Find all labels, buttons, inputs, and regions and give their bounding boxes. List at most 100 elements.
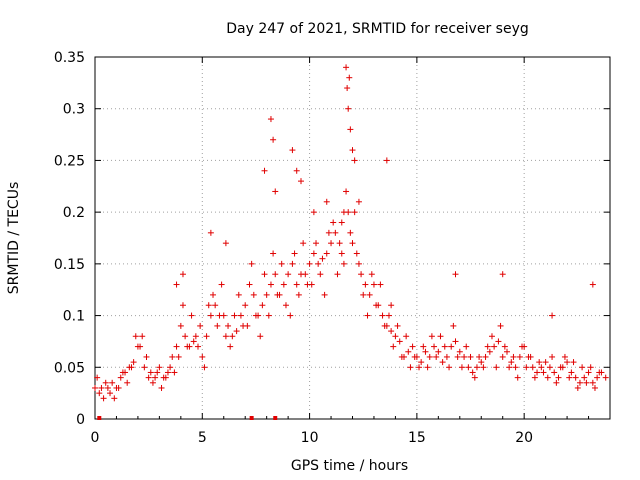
- data-point: [458, 364, 465, 371]
- y-tick-label: 0.15: [54, 257, 85, 273]
- data-point: [164, 369, 171, 376]
- data-point: [416, 364, 423, 371]
- data-point: [203, 333, 210, 340]
- data-point: [422, 348, 429, 355]
- data-point: [542, 359, 549, 366]
- data-point: [531, 374, 538, 381]
- data-points: [92, 64, 609, 420]
- data-point: [259, 302, 266, 309]
- x-tick-label: 0: [91, 430, 100, 446]
- data-point: [499, 353, 506, 360]
- data-point: [536, 359, 543, 366]
- data-point: [431, 343, 438, 350]
- data-point: [467, 353, 474, 360]
- data-point: [381, 322, 388, 329]
- data-point: [252, 312, 259, 319]
- x-tick-label: 20: [515, 430, 533, 446]
- data-point: [368, 271, 375, 278]
- data-point: [263, 291, 270, 298]
- data-point: [222, 240, 229, 247]
- data-point: [358, 271, 365, 278]
- data-point: [345, 105, 352, 112]
- data-point: [149, 379, 156, 386]
- data-point: [197, 322, 204, 329]
- data-point: [441, 343, 448, 350]
- data-point: [370, 281, 377, 288]
- data-point: [471, 374, 478, 381]
- data-point: [222, 333, 229, 340]
- y-tick-label: 0.05: [54, 360, 85, 376]
- data-point: [555, 374, 562, 381]
- data-point: [128, 364, 135, 371]
- data-point: [94, 374, 101, 381]
- data-point: [111, 395, 118, 402]
- data-point: [173, 343, 180, 350]
- data-point: [585, 369, 592, 376]
- data-point: [581, 374, 588, 381]
- data-point: [278, 260, 285, 267]
- data-point: [272, 188, 279, 195]
- data-point: [242, 302, 249, 309]
- data-point: [218, 281, 225, 288]
- data-point: [96, 390, 103, 397]
- data-point: [379, 312, 386, 319]
- data-point: [551, 369, 558, 376]
- data-point: [336, 240, 343, 247]
- data-point: [246, 281, 253, 288]
- data-point: [583, 379, 590, 386]
- data-point: [549, 312, 556, 319]
- data-point: [272, 271, 279, 278]
- data-point: [315, 260, 322, 267]
- data-point: [426, 353, 433, 360]
- data-point: [212, 302, 219, 309]
- data-point: [152, 374, 159, 381]
- data-point: [469, 369, 476, 376]
- data-point: [529, 364, 536, 371]
- x-axis-label: GPS time / hours: [291, 458, 408, 474]
- y-tick-label: 0.25: [54, 153, 85, 169]
- data-point: [351, 209, 358, 216]
- data-point: [265, 312, 272, 319]
- data-point: [488, 333, 495, 340]
- data-point: [420, 343, 427, 350]
- data-point: [323, 250, 330, 257]
- data-point: [572, 374, 579, 381]
- data-point: [141, 364, 148, 371]
- data-point: [452, 271, 459, 278]
- data-point: [261, 167, 268, 174]
- data-point: [355, 198, 362, 205]
- data-point: [411, 353, 418, 360]
- data-point: [104, 384, 111, 391]
- data-point: [235, 291, 242, 298]
- data-point: [478, 359, 485, 366]
- data-point: [267, 116, 274, 123]
- data-point: [443, 353, 450, 360]
- data-point: [175, 353, 182, 360]
- x-tick-label: 10: [301, 430, 319, 446]
- data-point: [298, 178, 304, 185]
- data-point: [267, 281, 274, 288]
- data-point: [248, 260, 255, 267]
- y-tick-label: 0: [76, 412, 85, 428]
- data-point: [280, 281, 287, 288]
- data-point: [313, 240, 320, 247]
- data-point: [579, 364, 586, 371]
- data-point: [510, 353, 517, 360]
- data-point: [100, 395, 107, 402]
- data-point: [97, 416, 102, 420]
- data-point: [602, 374, 609, 381]
- data-point: [317, 271, 324, 278]
- data-point: [195, 343, 201, 350]
- data-point: [321, 291, 328, 298]
- data-point: [439, 359, 446, 366]
- data-point: [482, 353, 489, 360]
- data-point: [109, 379, 116, 386]
- y-axis-label: SRMTID / TECUs: [6, 182, 22, 295]
- data-point: [184, 343, 191, 350]
- data-point: [102, 379, 109, 386]
- data-point: [364, 312, 371, 319]
- data-point: [355, 260, 362, 267]
- x-tick-label: 5: [198, 430, 207, 446]
- data-point: [564, 359, 571, 366]
- data-point: [570, 359, 577, 366]
